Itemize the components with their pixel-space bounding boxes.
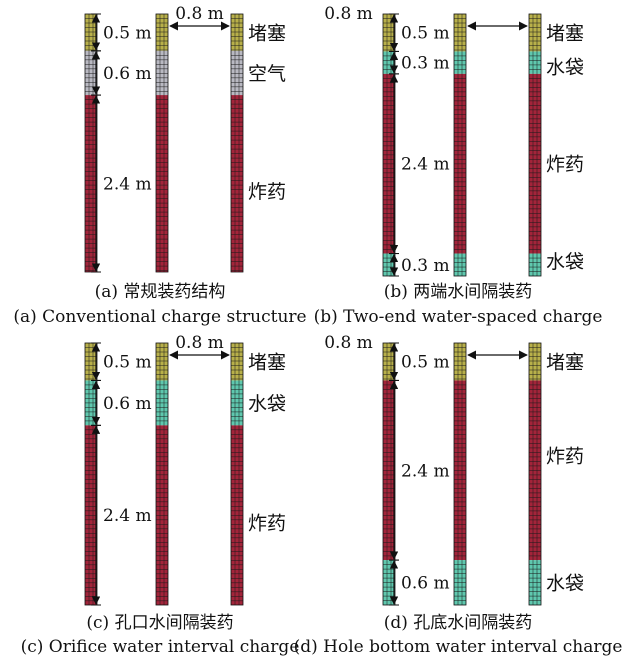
column-outline [155,342,169,606]
zone-label: 炸药 [248,513,286,535]
segment-stemming [529,343,541,381]
zone-label: 炸药 [546,154,584,176]
borehole-column [84,13,98,273]
zone-label: 水袋 [546,56,584,78]
zone-label: 堵塞 [248,352,286,374]
segment-stemming [454,343,466,381]
borehole-column [155,13,169,273]
borehole-column [528,342,542,606]
caption-english: (b) Two-end water-spaced charge [314,307,603,327]
column-outline [230,13,244,273]
borehole-column [453,13,467,277]
zone-label: 堵塞 [546,352,584,374]
segment-explosive [156,95,168,272]
segment-air [231,50,243,96]
spacing-label: 0.8 m [324,333,373,353]
spacing-label: 0.8 m [175,333,224,353]
zone-label: 空气 [248,63,286,85]
borehole-column [382,13,396,277]
dimension-label: 2.4 m [401,461,450,481]
dimension-label: 2.4 m [103,506,152,526]
segment-stemming [529,14,541,52]
dimension-label: 0.5 m [103,353,152,373]
zone-label: 堵塞 [546,23,584,45]
zone-label: 堵塞 [248,22,286,44]
spacing-label: 0.8 m [324,4,373,24]
zone-label: 炸药 [546,445,584,467]
column-outline [528,342,542,606]
borehole-column [230,13,244,273]
segment-explosive [231,95,243,272]
column-outline [230,342,244,606]
caption-chinese: (b) 两端水间隔装药 [384,282,533,302]
spacing-label: 0.8 m [175,4,224,24]
segment-stemming [85,343,97,381]
zone-label: 炸药 [248,181,286,203]
caption-chinese: (c) 孔口水间隔装药 [86,613,233,633]
dimension-label: 0.6 m [103,64,152,84]
caption-chinese: (a) 常规装药结构 [95,282,226,302]
dimension-label: 0.5 m [401,24,450,44]
segment-stemming [231,343,243,381]
segment-stemming [383,14,395,52]
dimension-label: 0.3 m [401,54,450,74]
caption-english: (c) Orifice water interval charge [21,637,300,657]
zone-label: 水袋 [546,251,584,273]
segment-stemming [156,343,168,381]
dimension-label: 0.6 m [401,574,450,594]
borehole-column [230,342,244,606]
segment-air [85,50,97,96]
segment-water [529,51,541,74]
column-outline [528,13,542,277]
segment-water [529,253,541,276]
dimension-label: 0.3 m [401,256,450,276]
borehole-column [382,342,396,606]
segment-water [454,51,466,74]
dimension-label: 0.6 m [103,394,152,414]
dimension-label: 0.5 m [401,353,450,373]
segment-stemming [383,343,395,381]
borehole-column [528,13,542,277]
borehole-column [453,342,467,606]
borehole-column [84,342,98,606]
zone-label: 水袋 [546,573,584,595]
segment-air [156,50,168,96]
dimension-label: 2.4 m [103,175,152,195]
segment-stemming [454,14,466,52]
zone-label: 水袋 [248,393,286,415]
dimension-label: 2.4 m [401,155,450,175]
segment-water [383,51,395,74]
column-outline [155,13,169,273]
dimension-label: 0.5 m [103,23,152,43]
segment-water [383,253,395,276]
column-outline [453,13,467,277]
column-outline [453,342,467,606]
borehole-column [155,342,169,606]
caption-english: (d) Hole bottom water interval charge [294,637,623,657]
caption-english: (a) Conventional charge structure [13,307,306,327]
segment-water [454,253,466,276]
caption-chinese: (d) 孔底水间隔装药 [384,613,533,633]
segment-explosive [85,95,97,272]
